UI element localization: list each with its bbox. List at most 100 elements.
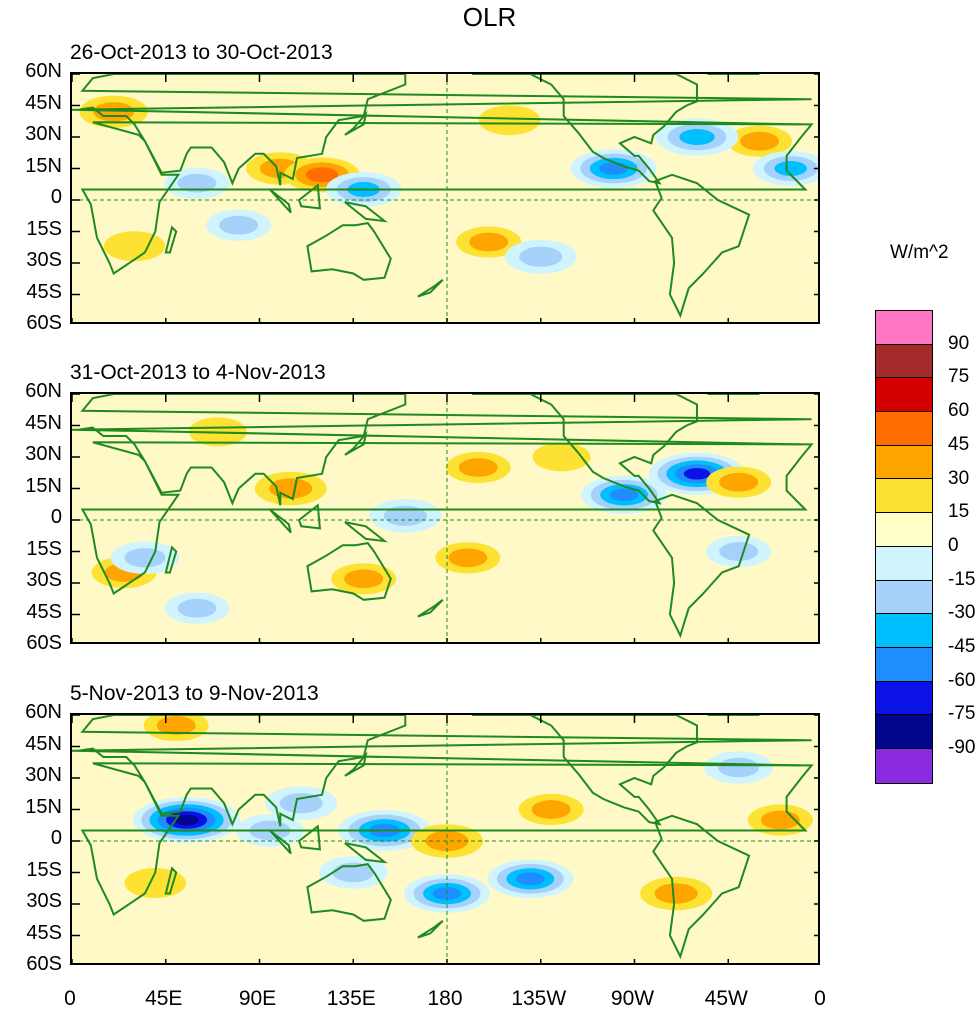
colorbar-swatch [876, 715, 932, 749]
longitude-tick-label: 135W [511, 987, 567, 1010]
latitude-tick-label: 15N [25, 795, 62, 818]
coastline [80, 121, 814, 276]
latitude-tick-label: 45N [25, 91, 62, 114]
olr-anomaly-contour [383, 505, 427, 526]
coastline [344, 521, 388, 543]
coastline [306, 542, 392, 601]
coastline [417, 599, 444, 618]
olr-anomaly-contour [174, 814, 199, 826]
longitude-tick-label: 0 [64, 987, 76, 1010]
olr-anomaly-contour [531, 800, 571, 819]
olr-anomaly-contour [609, 488, 639, 502]
olr-anomaly-contour [599, 162, 629, 175]
olr-anomaly-contour [177, 598, 217, 618]
coastline [344, 430, 368, 456]
colorbar-label: -90 [948, 737, 976, 759]
latitude-tick-label: 0 [50, 506, 62, 528]
colorbar-swatch [876, 344, 932, 379]
latitude-tick-label: 45N [25, 411, 62, 434]
longitude-tick-label: 90W [610, 987, 655, 1010]
colorbar [875, 310, 933, 784]
colorbar-swatch [876, 647, 932, 682]
longitude-tick-label: 90E [238, 987, 277, 1010]
colorbar-label: -30 [948, 602, 976, 624]
olr-anomaly-contour [719, 472, 759, 492]
colorbar-label: 15 [948, 501, 970, 523]
latitude-tick-label: 60S [26, 953, 62, 975]
olr-anomaly-contour [344, 569, 384, 589]
coastline [80, 441, 814, 596]
olr-anomaly-contour [740, 131, 779, 151]
latitude-tick-label: 15N [25, 154, 62, 177]
olr-anomaly-contour [279, 793, 323, 814]
olr-anomaly-contour [719, 542, 759, 561]
coastline [72, 74, 812, 186]
colorbar-label: 30 [948, 467, 970, 489]
coastline [72, 394, 812, 506]
olr-anomaly-contour [469, 232, 509, 252]
latitude-tick-label: 30N [25, 443, 62, 465]
panel-subtitle: 31-Oct-2013 to 4-Nov-2013 [70, 361, 326, 384]
coastline [269, 829, 292, 855]
olr-anomaly-contour [774, 161, 807, 176]
latitude-tick-label: 30S [26, 890, 62, 912]
colorbar-swatch [876, 614, 932, 648]
map-panel [70, 392, 820, 644]
coastline [417, 279, 444, 298]
map-svg [72, 394, 818, 642]
latitude-tick-label: 15N [25, 474, 62, 497]
olr-anomaly-contour [683, 468, 711, 480]
longitude-tick-label: 45E [145, 987, 183, 1010]
olr-anomaly-contour [654, 883, 698, 904]
coastline [164, 545, 178, 574]
map-svg [72, 715, 818, 963]
coastline [306, 863, 392, 922]
olr-anomaly-contour [269, 478, 313, 499]
colorbar-swatch [876, 681, 932, 716]
longitude-tick-label: 135E [326, 987, 376, 1010]
latitude-tick-label: 60N [25, 701, 62, 723]
coastline [652, 493, 751, 639]
colorbar-label: -45 [948, 636, 976, 657]
latitude-tick-label: 45N [25, 732, 62, 755]
colorbar-label: -60 [948, 669, 976, 691]
colorbar-swatch [876, 748, 932, 783]
coastline [306, 222, 392, 281]
coastline [344, 842, 388, 864]
longitude-tick-label: 0 [814, 987, 826, 1010]
coastline [472, 715, 698, 826]
colorbar-swatch [876, 513, 932, 547]
colorbar-label: 0 [948, 534, 959, 556]
colorbar-swatch [876, 412, 932, 446]
latitude-tick-label: 30N [25, 764, 62, 786]
colorbar-label: 60 [948, 400, 970, 422]
olr-anomaly-contour [305, 167, 339, 183]
olr-anomaly-contour [718, 757, 760, 778]
colorbar-swatch [876, 580, 932, 615]
coastline [472, 394, 698, 505]
olr-anomaly-contour [519, 246, 563, 267]
coastline [472, 74, 698, 185]
latitude-tick-label: 45S [26, 921, 62, 944]
latitude-tick-label: 30S [26, 569, 62, 591]
panel-subtitle: 26-Oct-2013 to 30-Oct-2013 [70, 41, 333, 64]
latitude-tick-label: 30S [26, 249, 62, 271]
coastline [297, 183, 322, 210]
latitude-tick-label: 15S [26, 537, 62, 560]
map-panel [70, 72, 820, 324]
coastline [297, 503, 322, 530]
latitude-tick-label: 60S [26, 632, 62, 654]
coastline [72, 715, 812, 827]
colorbar-units: W/m^2 [890, 242, 949, 263]
olr-anomaly-contour [177, 173, 217, 193]
colorbar-label: 45 [948, 433, 970, 455]
colorbar-swatch [876, 546, 932, 581]
coastline [344, 201, 388, 223]
latitude-tick-label: 15S [26, 858, 62, 881]
colorbar-label: 90 [948, 332, 970, 354]
olr-anomaly-contour [103, 231, 166, 262]
latitude-tick-label: 60N [25, 380, 62, 402]
coastline [417, 920, 444, 939]
latitude-tick-label: 0 [50, 827, 62, 849]
olr-anomaly-contour [124, 548, 166, 568]
